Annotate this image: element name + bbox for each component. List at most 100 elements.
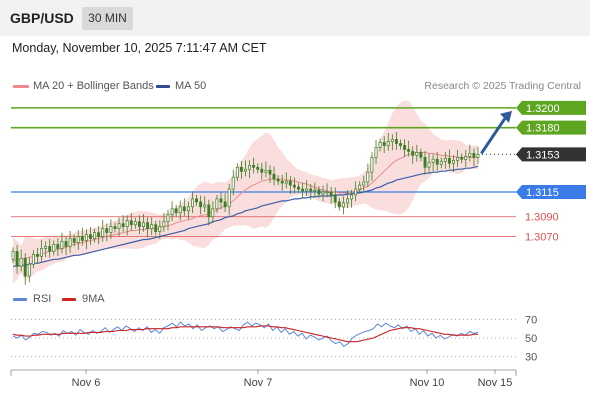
candle-body <box>174 208 178 214</box>
candle-body <box>166 214 170 223</box>
candle-body <box>191 198 194 208</box>
candle-body <box>60 241 64 249</box>
rsi-ma-line <box>12 325 478 343</box>
candle-body <box>48 246 52 252</box>
candle-body <box>337 201 341 208</box>
candle-body <box>137 221 141 227</box>
ma20-legend: MA 20 + Bollinger Bands <box>33 80 154 92</box>
candle-body <box>252 164 256 168</box>
candle-body <box>374 147 378 158</box>
timeframe-badge[interactable]: 30 MIN <box>82 7 133 30</box>
candle-body <box>239 166 243 172</box>
candle-body <box>15 251 19 267</box>
research-credit: Research © 2025 Trading Central <box>424 80 581 92</box>
candle-body <box>170 208 174 216</box>
candle-body <box>182 206 186 212</box>
candle-body <box>439 160 443 165</box>
candle-body <box>403 145 407 150</box>
candle-body <box>350 194 353 200</box>
x-tick-label: Nov 10 <box>410 377 445 389</box>
candle-body <box>284 180 288 184</box>
rsi-ma-legend: 9MA <box>82 293 105 305</box>
candle-body <box>186 206 190 212</box>
candle-body <box>382 142 386 146</box>
candle-body <box>390 139 394 142</box>
candle-body <box>105 228 109 233</box>
candle-body <box>223 201 227 208</box>
candle-body <box>447 158 451 164</box>
ma50-legend-swatch <box>156 85 170 88</box>
candle-body <box>125 220 129 227</box>
candle-body <box>195 198 198 203</box>
level-tag-1.3200: 1.3200 <box>526 103 560 115</box>
ma20-legend-swatch <box>13 85 29 88</box>
candle-body <box>101 228 105 237</box>
candle-body <box>89 234 92 239</box>
candle-body <box>317 189 321 195</box>
candle-body <box>309 188 313 192</box>
candle-body <box>443 158 447 162</box>
candle-body <box>117 223 121 229</box>
candle-body <box>378 142 382 148</box>
candle-body <box>452 159 455 164</box>
rsi-tick-50: 50 <box>525 333 537 345</box>
candle-body <box>231 176 235 190</box>
level-tag-1.3180: 1.3180 <box>526 123 560 135</box>
candle-body <box>354 188 358 196</box>
candle-body <box>93 232 97 239</box>
candle-body <box>301 188 305 192</box>
candle-body <box>305 188 309 192</box>
candle-body <box>472 153 476 158</box>
candle-body <box>276 178 280 182</box>
rsi-line <box>12 321 479 348</box>
candle-body <box>244 168 247 172</box>
candle-body <box>146 222 150 229</box>
forecast-arrow-head <box>500 110 512 123</box>
candle-body <box>23 257 27 277</box>
candle-body <box>435 158 439 165</box>
candle-body <box>129 220 133 226</box>
candle-body <box>407 149 411 152</box>
candle-body <box>280 180 284 184</box>
level-tag-1.3090: 1.3090 <box>525 212 559 224</box>
candle-body <box>358 184 362 190</box>
candle-body <box>260 168 264 173</box>
candle-body <box>19 257 23 267</box>
forecast-arrow-line <box>480 115 508 154</box>
candle-body <box>199 201 203 208</box>
rsi-legend-swatch <box>13 298 27 301</box>
ma50-line <box>13 165 479 267</box>
candle-body <box>121 223 125 228</box>
candle-body <box>248 164 252 170</box>
candle-body <box>158 226 162 232</box>
candle-body <box>431 158 435 163</box>
candle-body <box>321 191 325 195</box>
candle-body <box>288 180 292 186</box>
candle-body <box>394 139 398 144</box>
candle-body <box>456 157 460 161</box>
candle-body <box>313 189 317 192</box>
candle-body <box>264 169 268 173</box>
rsi-ma-legend-swatch <box>62 298 76 301</box>
top-bar: GBP/USD 30 MIN <box>0 0 590 36</box>
level-tag-bg-1.3200 <box>516 100 586 115</box>
candle-body <box>329 191 333 196</box>
level-tag-1.3153: 1.3153 <box>526 149 560 161</box>
candle-body <box>44 246 48 249</box>
candle-body <box>36 254 39 257</box>
candle-body <box>427 161 431 168</box>
candle-body <box>419 152 423 158</box>
x-tick-label: Nov 15 <box>478 377 513 389</box>
level-tag-bg-1.3153 <box>516 147 586 162</box>
x-tick-label: Nov 6 <box>72 377 101 389</box>
candle-body <box>113 226 117 229</box>
candle-body <box>325 191 329 194</box>
rsi-legend: RSI <box>33 293 52 305</box>
candle-body <box>80 236 84 241</box>
ma50-legend: MA 50 <box>175 80 207 92</box>
candle-body <box>423 157 427 168</box>
candle-body <box>476 154 480 158</box>
candle-body <box>268 169 272 175</box>
candle-body <box>272 173 276 180</box>
